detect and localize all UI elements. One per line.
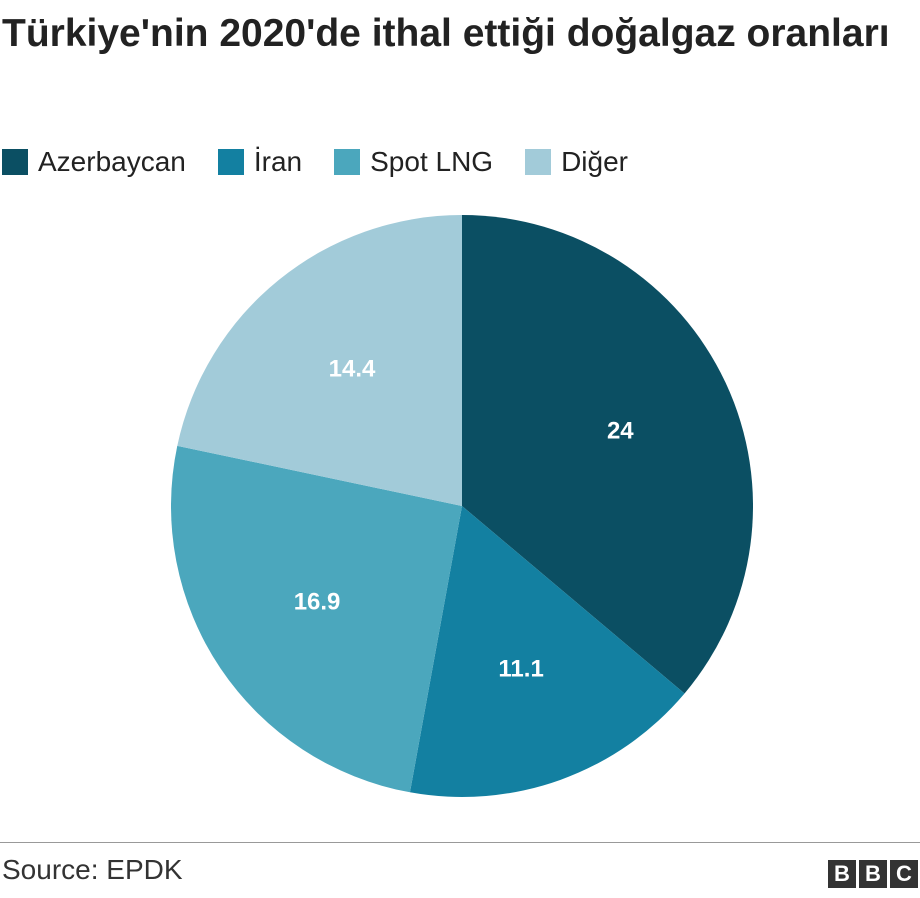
chart-title: Türkiye'nin 2020'de ithal ettiği doğalga… xyxy=(2,12,890,55)
legend-item: Azerbaycan xyxy=(2,146,186,178)
data-label: 24 xyxy=(607,418,634,445)
legend: Azerbaycan İran Spot LNG Diğer xyxy=(2,146,628,178)
pie-slice xyxy=(409,506,685,797)
legend-label: Diğer xyxy=(561,146,628,177)
footer-rule xyxy=(0,842,920,843)
legend-label: Azerbaycan xyxy=(38,146,186,177)
data-label: 11.1 xyxy=(498,656,543,683)
pie-slice xyxy=(177,215,462,506)
chart: 24 11.1 16.9 14.4 xyxy=(170,215,753,797)
logo-letter: C xyxy=(890,860,918,888)
legend-swatch xyxy=(217,149,244,175)
legend-swatch xyxy=(525,149,552,175)
source: Source: EPDK xyxy=(2,854,183,885)
logo-letter: B xyxy=(859,860,887,888)
legend-item: İran xyxy=(217,146,303,178)
logo-letter: B xyxy=(828,860,856,888)
legend-swatch xyxy=(2,149,28,175)
legend-item: Spot LNG xyxy=(334,146,493,178)
legend-label: Spot LNG xyxy=(370,146,494,177)
pie-slice xyxy=(462,215,753,694)
data-label: 16.9 xyxy=(294,589,341,616)
legend-item: Diğer xyxy=(525,146,628,178)
legend-label: İran xyxy=(253,146,303,177)
data-label: 14.4 xyxy=(329,356,376,383)
legend-swatch xyxy=(334,149,361,175)
pie-slice xyxy=(170,445,462,793)
